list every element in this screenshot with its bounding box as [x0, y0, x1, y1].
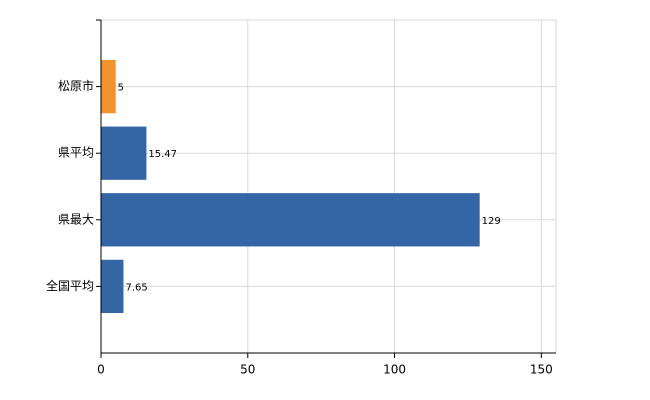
x-tick-label: 150: [530, 363, 553, 377]
y-tick-label: 全国平均: [46, 278, 94, 293]
value-label: 5: [118, 83, 124, 94]
value-label: 7.65: [125, 282, 147, 293]
bar: [101, 59, 116, 114]
bar: [101, 193, 480, 247]
x-tick-label: 50: [240, 363, 255, 377]
bar: [101, 126, 147, 180]
y-tick-label: 松原市: [58, 78, 94, 93]
value-label: 15.47: [148, 149, 177, 160]
y-tick-label: 県最大: [58, 212, 94, 226]
x-tick-label: 100: [383, 363, 406, 377]
bar: [101, 259, 124, 314]
x-tick-label: 0: [97, 363, 105, 377]
y-tick-label: 県平均: [58, 146, 94, 160]
value-label: 129: [482, 216, 501, 227]
